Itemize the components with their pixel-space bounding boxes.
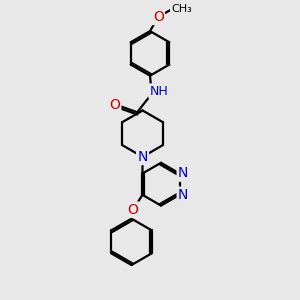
Text: CH₃: CH₃ bbox=[171, 4, 192, 14]
Text: O: O bbox=[153, 10, 164, 24]
Text: N: N bbox=[178, 167, 188, 181]
Text: O: O bbox=[128, 203, 138, 217]
Text: N: N bbox=[137, 150, 148, 164]
Text: NH: NH bbox=[149, 85, 168, 98]
Text: N: N bbox=[178, 188, 188, 202]
Text: O: O bbox=[109, 98, 120, 112]
